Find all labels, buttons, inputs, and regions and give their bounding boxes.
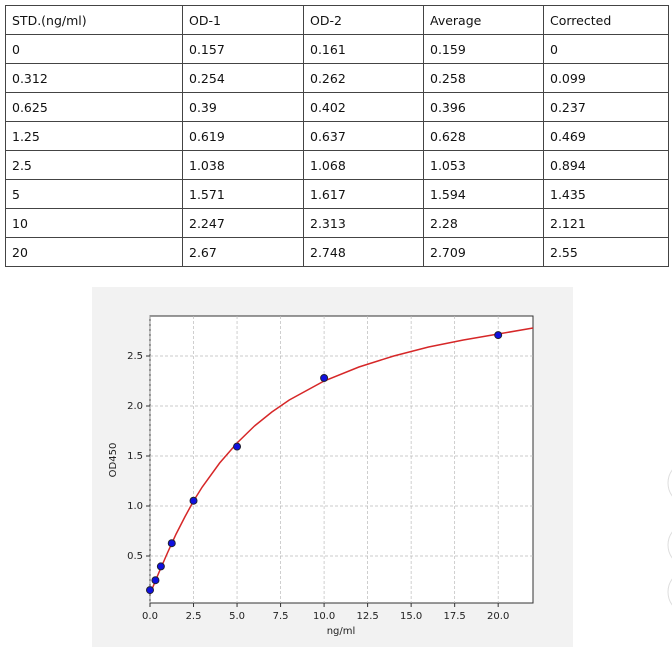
plot-area: [149, 315, 534, 604]
table-cell: 1.068: [303, 150, 424, 180]
header-row: STD.(ng/ml) OD-1 OD-2 Average Corrected: [5, 5, 669, 35]
table-cell: 0.619: [182, 121, 304, 151]
y-tick-label: 1.5: [127, 451, 143, 462]
table-cell: 20: [5, 237, 183, 267]
x-tick-label: 17.5: [444, 611, 466, 622]
table-cell: 1.053: [423, 150, 544, 180]
table-row: 0.625 0.39 0.402 0.396 0.237: [5, 92, 669, 122]
data-point: [320, 374, 329, 382]
table-cell: 1.594: [423, 179, 544, 209]
table-row: 10 2.247 2.313 2.28 2.121: [5, 208, 669, 238]
table-cell: 1.435: [543, 179, 669, 209]
table-cell: 2.121: [543, 208, 669, 238]
table-cell: STD.(ng/ml): [5, 5, 183, 35]
table-cell: 0.637: [303, 121, 424, 151]
x-tick-label: 10.0: [313, 611, 335, 622]
table-row: 20 2.67 2.748 2.709 2.55: [5, 237, 669, 267]
data-point: [233, 442, 242, 451]
y-tick-label: 2.0: [127, 401, 143, 412]
table-cell: Average: [423, 5, 544, 35]
table-cell: 0.628: [423, 121, 544, 151]
table-cell: Corrected: [543, 5, 669, 35]
x-tick-label: 15.0: [400, 611, 422, 622]
table-row: 2.5 1.038 1.068 1.053 0.894: [5, 150, 669, 180]
data-point: [167, 539, 176, 548]
side-button[interactable]: [667, 523, 672, 567]
table-cell: 2.67: [182, 237, 304, 267]
y-tick-label: 1.0: [127, 501, 143, 512]
fit-curve: [149, 327, 534, 595]
data-point: [146, 586, 154, 595]
table-cell: 0.894: [543, 150, 669, 180]
y-axis-label: OD450: [108, 443, 119, 478]
y-tick-label: 0.5: [127, 551, 143, 562]
x-tick-label: 5.0: [229, 611, 245, 622]
data-table: STD.(ng/ml) OD-1 OD-2 Average Corrected 0 0.15…: [5, 5, 669, 267]
table-cell: 10: [5, 208, 183, 238]
data-point: [156, 562, 165, 571]
table-cell: 2.709: [423, 237, 544, 267]
table-row: 5 1.571 1.617 1.594 1.435: [5, 179, 669, 209]
x-tick-label: 0.0: [142, 611, 158, 622]
table-cell: OD-1: [182, 5, 304, 35]
x-tick-label: 7.5: [273, 611, 289, 622]
side-button[interactable]: [667, 570, 672, 614]
x-tick-label: 12.5: [356, 611, 378, 622]
table-cell: 0.258: [423, 63, 544, 93]
table-cell: 1.25: [5, 121, 183, 151]
table-row: 0.312 0.254 0.262 0.258 0.099: [5, 63, 669, 93]
table-cell: 2.313: [303, 208, 424, 238]
table-row: 1.25 0.619 0.637 0.628 0.469: [5, 121, 669, 151]
data-point: [494, 331, 503, 340]
table-row: 0 0.157 0.161 0.159 0: [5, 34, 669, 64]
data-point: [189, 496, 198, 505]
table-cell: 0.396: [423, 92, 544, 122]
table-cell: 0.161: [303, 34, 424, 64]
table-cell: 2.748: [303, 237, 424, 267]
table-cell: 0.157: [182, 34, 304, 64]
x-axis-label: ng/ml: [327, 626, 356, 637]
table-cell: 2.55: [543, 237, 669, 267]
x-tick-label: 20.0: [487, 611, 509, 622]
y-tick-label: 2.5: [127, 351, 143, 362]
data-point: [151, 576, 160, 585]
x-tick-label: 2.5: [186, 611, 202, 622]
table-cell: 0.39: [182, 92, 304, 122]
table-cell: 0.312: [5, 63, 183, 93]
side-button[interactable]: [667, 461, 672, 505]
table-cell: 1.571: [182, 179, 304, 209]
table-cell: 2.247: [182, 208, 304, 238]
table-cell: 1.617: [303, 179, 424, 209]
